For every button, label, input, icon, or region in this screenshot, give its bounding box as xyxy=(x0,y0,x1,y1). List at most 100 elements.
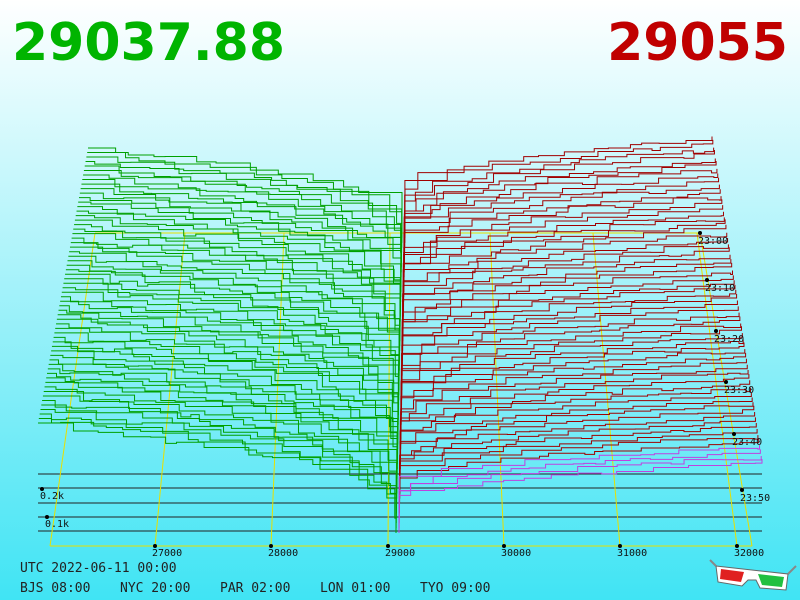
bid-depth-line xyxy=(42,399,397,509)
time-tick-dot xyxy=(732,432,736,436)
ask-depth-line xyxy=(401,323,742,406)
bid-depth-line xyxy=(83,170,403,258)
ask-depth-line xyxy=(400,326,743,411)
time-tick-dot xyxy=(740,488,744,492)
ask-depth-line xyxy=(401,306,739,391)
ask-depth-line xyxy=(399,405,755,484)
bid-depth-line xyxy=(48,363,398,470)
bid-depth-line xyxy=(44,386,398,494)
timezone-time: PAR 02:00 xyxy=(220,581,290,596)
x-tick-dot xyxy=(269,544,273,548)
bid-depth-line xyxy=(78,201,402,293)
ask-depth-line xyxy=(404,158,716,253)
ask-depth-line xyxy=(400,352,747,435)
ask-depth-line xyxy=(399,412,756,489)
ask-depth-line xyxy=(400,333,743,415)
time-tick-dot xyxy=(705,278,709,282)
x-tick-label: 32000 xyxy=(734,548,764,559)
bid-depth-line xyxy=(81,183,402,273)
ask-depth-line xyxy=(403,211,724,302)
bid-depth-line xyxy=(60,296,400,396)
bid-depth-line xyxy=(74,224,401,317)
ask-depth-line xyxy=(401,284,736,371)
bid-depth-line xyxy=(39,413,397,524)
bid-depth-line xyxy=(85,161,403,248)
ask-depth-line xyxy=(402,232,728,322)
bid-depth-line xyxy=(82,179,402,268)
depth-tick-dot xyxy=(40,487,44,491)
ask-depth-line xyxy=(402,259,732,347)
bid-depth-line xyxy=(41,404,397,514)
bid-depth-line xyxy=(87,152,403,238)
ask-depth-line xyxy=(402,254,731,342)
depth-tick-dot xyxy=(45,515,49,519)
bid-depth-line xyxy=(64,278,400,376)
timezone-time: BJS 08:00 xyxy=(20,581,90,596)
depth-tick-label: 0.1k xyxy=(45,519,69,530)
bid-depth-line xyxy=(70,242,401,337)
time-tick-label: 23:50 xyxy=(740,493,770,504)
ask-depth-line xyxy=(402,262,733,352)
ask-depth-line xyxy=(400,339,744,420)
x-tick-dot xyxy=(735,544,739,548)
x-tick-dot xyxy=(618,544,622,548)
time-tick-label: 23:10 xyxy=(705,283,735,294)
utc-time: UTC 2022-06-11 00:00 xyxy=(20,561,177,576)
ask-depth-line xyxy=(398,459,763,533)
axis-labels: 27000 28000 29000 30000 31000 32000 0.2k 0.1k 23… xyxy=(40,231,770,559)
bid-depth-line xyxy=(72,233,401,327)
ask-depth-line xyxy=(399,417,756,494)
bid-depth-line xyxy=(53,336,399,440)
bid-price: 29037.88 xyxy=(12,13,285,73)
ask-depth-line xyxy=(401,312,740,396)
x-tick-label: 29000 xyxy=(385,548,415,559)
time-tick-dot xyxy=(698,231,702,235)
ask-depth-line xyxy=(398,435,759,509)
ask-depth-line xyxy=(398,449,761,524)
ask-depth-line xyxy=(404,147,715,243)
ask-depth-line xyxy=(398,445,761,519)
ask-depth-line xyxy=(399,387,752,465)
time-tick-dot xyxy=(724,380,728,384)
glasses-icon xyxy=(709,559,797,591)
bid-depth-line xyxy=(43,390,398,499)
x-tick-dot xyxy=(386,544,390,548)
time-tick-label: 23:40 xyxy=(732,437,762,448)
ask-depth-line xyxy=(403,217,725,307)
ask-depth-line xyxy=(400,369,749,450)
bid-depth-line xyxy=(79,192,402,283)
bid-depth-line xyxy=(38,417,397,529)
ask-depth-line xyxy=(402,224,727,317)
bid-depth-line xyxy=(86,156,403,243)
bid-depth-line xyxy=(74,219,401,312)
bid-depth-line xyxy=(66,264,400,361)
ask-price: 29055 xyxy=(607,13,788,73)
x-tick-label: 28000 xyxy=(268,548,298,559)
ask-depth-line xyxy=(398,438,760,514)
ask-depth-line xyxy=(402,237,729,327)
time-tick-label: 23:30 xyxy=(724,385,754,396)
ask-depth-line xyxy=(399,380,751,460)
time-tick-dot xyxy=(714,329,718,333)
ask-depth-line xyxy=(400,349,746,430)
bid-depth-line xyxy=(75,215,402,307)
time-tick-label: 23:20 xyxy=(714,334,744,345)
bid-depth-line xyxy=(49,359,398,465)
bid-depth-line xyxy=(65,269,400,366)
ask-depth-line xyxy=(400,364,748,445)
x-tick-dot xyxy=(502,544,506,548)
ask-depth-line xyxy=(403,184,720,278)
ask-depth-line xyxy=(401,289,737,376)
ask-depth-line xyxy=(399,429,758,504)
ask-depth-line xyxy=(399,402,754,479)
bid-depth-line xyxy=(46,377,398,484)
ask-depth-line xyxy=(401,294,738,381)
x-grid-line xyxy=(592,232,621,547)
x-tick-label: 30000 xyxy=(501,548,531,559)
time-tick-label: 23:00 xyxy=(698,236,728,247)
ask-depth-line xyxy=(402,244,729,332)
x-grid-line xyxy=(154,232,186,547)
x-tick-label: 27000 xyxy=(152,548,182,559)
ask-depth-line xyxy=(401,316,741,401)
bid-depth-line xyxy=(84,165,403,253)
